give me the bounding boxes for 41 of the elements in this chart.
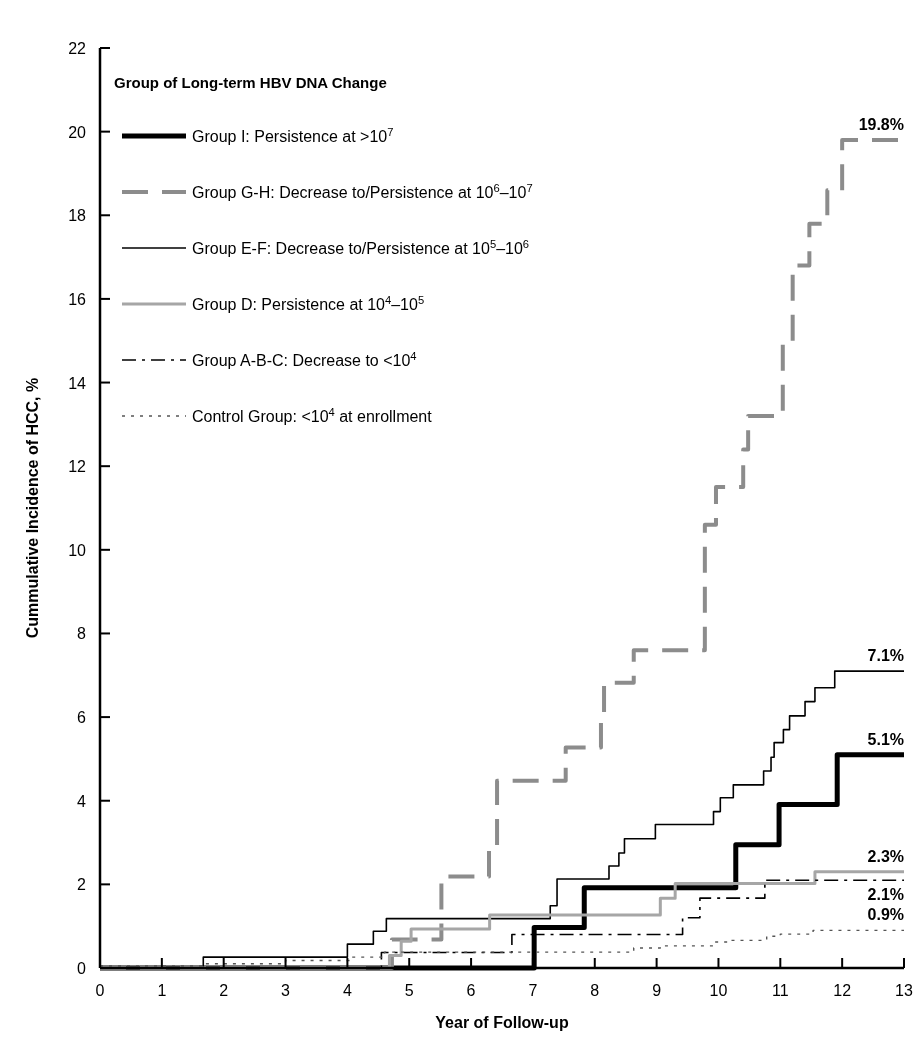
- legend-label: Control Group: <10$^{4}$ at enrollment: [192, 406, 433, 425]
- y-tick-label: 22: [68, 40, 87, 57]
- annotation: 19.8%: [858, 116, 904, 133]
- x-axis-title: Year of Follow-up: [435, 1014, 569, 1031]
- annotation: 2.3%: [867, 847, 904, 865]
- x-tick-label: 0: [95, 982, 105, 999]
- y-tick-label: 16: [68, 290, 87, 308]
- annotation: 5.1%: [867, 730, 904, 748]
- legend-label: Group G-H: Decrease to/Persistence at 10$^{6}$–10$^{7}$: [192, 182, 533, 201]
- x-tick-label: 11: [772, 982, 789, 999]
- x-tick-label: 4: [342, 982, 352, 999]
- legend-label: Group I: Persistence at >10$^{7}$: [192, 126, 394, 145]
- annotation: 7.1%: [867, 647, 904, 665]
- y-tick-label: 8: [77, 625, 87, 643]
- annotation: 2.1%: [867, 886, 904, 904]
- x-tick-label: 5: [404, 982, 414, 999]
- x-tick-label: 1: [157, 982, 167, 999]
- x-tick-label: 2: [219, 982, 229, 999]
- y-axis-title: Cummulative Incidence of HCC, %: [24, 377, 41, 639]
- annotation: 0.9%: [867, 906, 904, 924]
- y-tick-label: 10: [68, 541, 87, 559]
- legend-label: Group A-B-C: Decrease to <10$^{4}$: [192, 350, 417, 369]
- y-tick-label: 20: [68, 123, 87, 141]
- y-tick-label: 4: [77, 792, 87, 810]
- x-tick-label: 6: [466, 982, 476, 999]
- y-tick-label: 12: [68, 458, 87, 476]
- x-tick-label: 12: [833, 982, 852, 999]
- y-tick-label: 6: [77, 709, 87, 727]
- legend-title: Group of Long-term HBV DNA Change: [114, 74, 387, 91]
- y-tick-label: 18: [68, 207, 87, 225]
- x-tick-label: 13: [895, 982, 913, 999]
- x-tick-label: 3: [281, 982, 291, 999]
- x-tick-label: 10: [709, 982, 728, 999]
- y-tick-label: 2: [77, 876, 87, 894]
- legend-label: Group E-F: Decrease to/Persistence at 10$^{5}$–10$^{6}$: [192, 238, 530, 257]
- y-tick-label: 0: [77, 960, 87, 977]
- x-tick-label: 9: [652, 982, 662, 999]
- y-tick-label: 14: [68, 374, 87, 392]
- x-tick-label: 7: [528, 982, 538, 999]
- x-tick-label: 8: [590, 982, 600, 999]
- legend-label: Group D: Persistence at 10$^{4}$–10$^{5}$: [192, 294, 425, 313]
